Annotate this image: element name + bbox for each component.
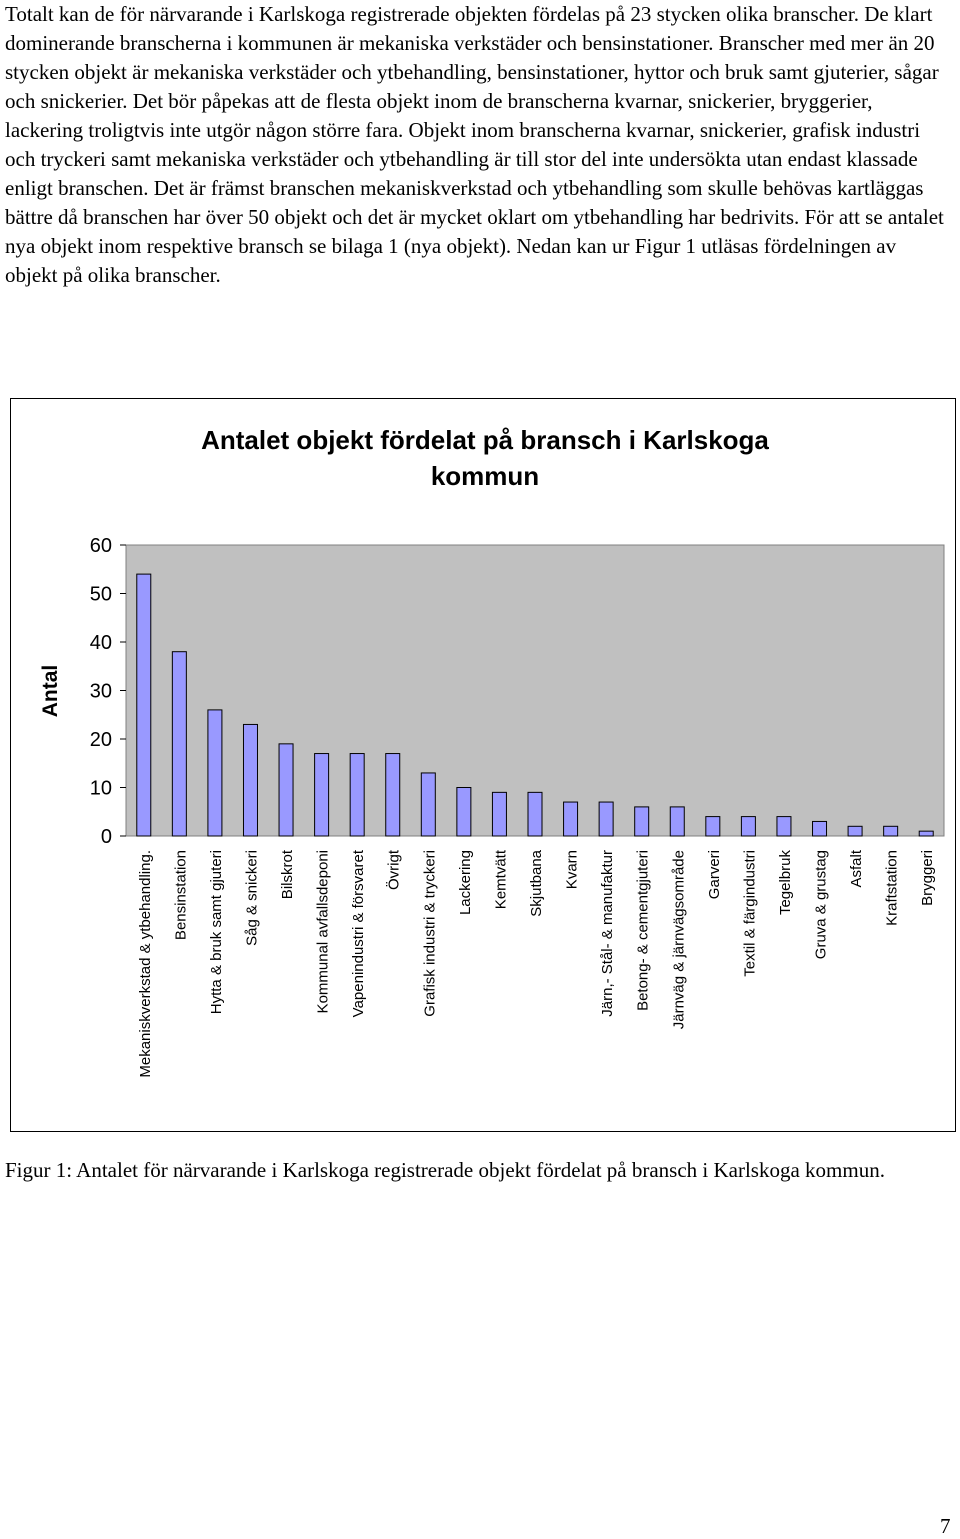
x-tick-label-9: Lackering	[457, 850, 474, 915]
bars	[136, 573, 934, 837]
chart-frame: Antalet objekt fördelat på bransch i Kar…	[10, 398, 956, 1132]
bar-9	[456, 787, 472, 837]
bar-22	[918, 830, 934, 837]
x-tick-label-21: Kraftstation	[884, 850, 901, 926]
x-tick-label-13: Järn,- Stål- & manufaktur	[599, 850, 616, 1017]
x-tick-label-12: Kvarn	[564, 850, 581, 889]
body-paragraph: Totalt kan de för närvarande i Karlskoga…	[5, 2, 944, 287]
bar-16	[705, 816, 721, 837]
bar-11	[527, 791, 543, 837]
x-tick-label-2: Hytta & bruk samt gjuteri	[208, 850, 225, 1014]
y-tick-label-3: 30	[90, 681, 112, 703]
bar-21	[883, 825, 899, 837]
bar-15	[669, 806, 685, 837]
bar-7	[385, 753, 401, 837]
x-tick-label-11: Skjutbana	[528, 849, 545, 916]
y-tick-label-4: 40	[90, 632, 112, 654]
bar-10	[491, 791, 507, 837]
plot-area	[125, 544, 945, 837]
chart-title-line-1: Antalet objekt fördelat på bransch i Kar…	[201, 425, 769, 455]
x-tick-label-19: Gruva & grustag	[813, 850, 830, 959]
y-tick-label-0: 0	[101, 826, 112, 848]
bar-8	[420, 772, 436, 837]
bar-1	[171, 651, 187, 837]
y-axis-label: Antal	[39, 665, 62, 718]
bar-2	[207, 709, 223, 837]
bar-18	[776, 816, 792, 837]
x-tick-label-6: Vapenindustri & försvaret	[350, 849, 367, 1017]
x-tick-label-5: Kommunal avfallsdeponi	[315, 850, 332, 1013]
x-tick-label-1: Bensinstation	[172, 850, 189, 940]
page-number: 7	[940, 1514, 951, 1538]
y-tick-label-5: 50	[90, 584, 112, 606]
x-tick-label-4: Bilskrot	[279, 849, 296, 899]
y-axis-ticks: 0 10 20 30 40 50 60	[90, 535, 126, 848]
x-tick-label-3: Såg & snickeri	[243, 850, 260, 946]
x-tick-label-16: Garveri	[706, 850, 723, 899]
y-tick-label-1: 10	[90, 778, 112, 800]
x-tick-label-18: Tegelbruk	[777, 850, 794, 916]
y-tick-label-6: 60	[90, 535, 112, 557]
bar-14	[634, 806, 650, 837]
figure-caption: Figur 1: Antalet för närvarande i Karlsk…	[5, 1158, 885, 1182]
x-tick-label-22: Bryggeri	[919, 850, 936, 906]
x-tick-label-17: Textil & färgindustri	[741, 850, 758, 977]
bar-0	[136, 573, 152, 837]
bar-20	[847, 825, 863, 837]
bar-6	[349, 753, 365, 837]
bar-19	[812, 820, 828, 837]
x-tick-label-14: Betong- & cementgjuteri	[635, 850, 652, 1011]
bar-5	[314, 753, 330, 837]
x-tick-label-0: Mekaniskverkstad & ytbehandling.	[137, 850, 154, 1078]
x-tick-label-7: Övrigt	[385, 849, 403, 890]
x-tick-label-15: Järnväg & järnvägsområde	[670, 850, 687, 1029]
bar-3	[242, 723, 258, 837]
x-axis-labels: Mekaniskverkstad & ytbehandling. Bensinst…	[137, 849, 936, 1077]
bar-chart: Antalet objekt fördelat på bransch i Kar…	[39, 425, 945, 1078]
x-tick-label-20: Asfalt	[848, 849, 865, 887]
bar-13	[598, 801, 614, 837]
x-tick-label-10: Kemtvätt	[492, 849, 509, 909]
y-tick-label-2: 20	[90, 729, 112, 751]
bar-17	[740, 816, 756, 837]
bar-4	[278, 743, 294, 837]
x-tick-label-8: Grafisk industri & tryckeri	[421, 850, 438, 1017]
chart-title-line-2: kommun	[431, 461, 539, 491]
bar-12	[563, 801, 579, 837]
